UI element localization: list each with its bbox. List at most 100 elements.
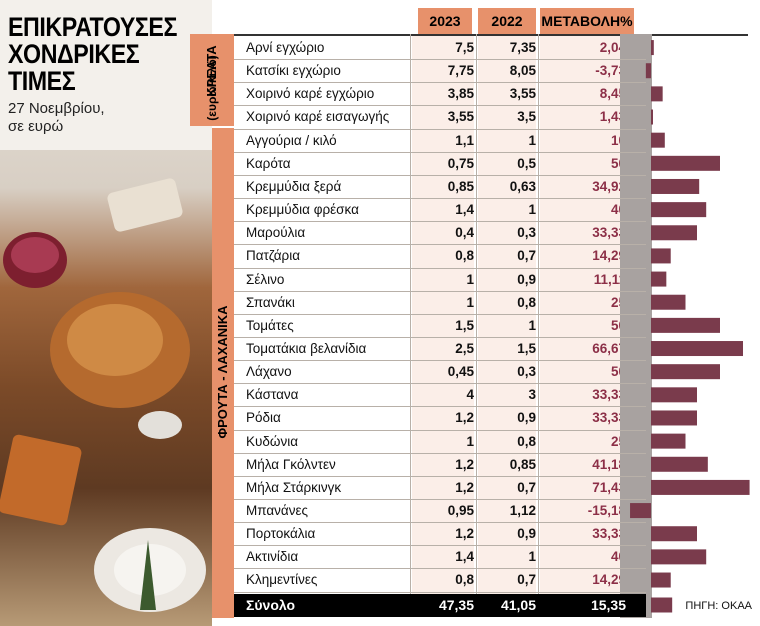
change-bar	[651, 549, 707, 565]
row-2022: 1	[528, 549, 536, 565]
row-name: Κάστανα	[246, 387, 299, 403]
row-divider	[234, 267, 646, 269]
row-2022: 1	[528, 317, 536, 333]
subtitle-line-1: 27 Νοεμβρίου,	[8, 100, 105, 117]
row-2022: 0,7	[517, 248, 536, 264]
row-2023: 4	[466, 387, 474, 403]
row-2022: 1	[528, 132, 536, 148]
row-change: 33,33	[592, 225, 626, 241]
row-divider	[234, 522, 646, 524]
row-name: Μπανάνες	[246, 503, 309, 518]
turkey-highlight	[67, 304, 163, 376]
row-2023: 0,8	[455, 248, 474, 264]
row-2023: 0,85	[447, 178, 474, 194]
change-bar	[651, 109, 653, 125]
row-name: Πορτοκάλια	[246, 526, 316, 542]
row-name: Σέλινο	[246, 271, 285, 287]
change-bar	[651, 225, 697, 241]
row-change: 33,33	[592, 410, 626, 426]
change-bar	[651, 526, 697, 542]
row-2023: 1	[466, 271, 474, 287]
title-line-3: ΤΙΜΕΣ	[8, 66, 76, 96]
row-2023: 1,2	[455, 456, 474, 472]
change-bar	[651, 387, 697, 403]
change-bar	[651, 317, 720, 333]
row-divider	[234, 568, 646, 570]
total-row: Σύνολο 47,35 41,05 15,35	[234, 594, 646, 617]
col-divider-3	[538, 34, 539, 594]
row-2023: 0,75	[447, 155, 474, 171]
row-name: Ρόδια	[246, 410, 281, 426]
row-2022: 0,8	[517, 294, 536, 310]
row-change: 71,43	[592, 479, 626, 495]
row-name: Καρότα	[246, 155, 291, 171]
table-row: Αρνί εγχώριο 7,5 7,35 2,04	[234, 36, 646, 59]
row-change: 8,45	[599, 86, 626, 102]
table-row: Κυδώνια 1 0,8 25	[234, 430, 646, 453]
row-name: Λάχανο	[246, 364, 292, 380]
row-divider	[234, 151, 646, 153]
carrot-dish	[0, 434, 82, 526]
row-change: 11,11	[593, 271, 626, 287]
produce-category-bar	[212, 128, 234, 618]
title-line-2: ΧΟΝΔΡΙΚΕΣ	[8, 39, 140, 69]
table-row: Σπανάκι 1 0,8 25	[234, 291, 646, 314]
header-2022: 2022	[478, 8, 536, 34]
row-divider	[234, 105, 646, 107]
change-bar	[651, 155, 720, 171]
beetroot-salad	[11, 237, 59, 273]
row-change: 33,33	[592, 387, 626, 403]
row-divider	[234, 174, 646, 176]
header-2023: 2023	[418, 8, 472, 34]
table-row: Πορτοκάλια 1,2 0,9 33,33	[234, 522, 646, 545]
row-2022: 0,3	[517, 364, 536, 380]
change-bar	[651, 132, 665, 148]
row-divider	[234, 198, 646, 200]
row-2022: 1,12	[509, 503, 536, 518]
meat-category-bar	[190, 34, 234, 126]
total-change-bar	[651, 597, 673, 613]
change-bar	[651, 364, 720, 380]
row-name: Κρεμμύδια φρέσκα	[246, 202, 359, 218]
source-note: ΠΗΓΗ: ΟΚΑΑ	[685, 600, 752, 612]
table-row: Μαρούλια 0,4 0,3 33,33	[234, 221, 646, 244]
row-divider	[234, 221, 646, 223]
row-divider	[234, 406, 646, 408]
row-2022: 0,9	[517, 410, 536, 426]
row-2022: 3,55	[509, 86, 536, 102]
row-divider	[234, 429, 646, 431]
change-bar	[651, 202, 707, 218]
row-2022: 0,7	[517, 479, 536, 495]
table-row: Τοματάκια βελανίδια 2,5 1,5 66,67	[234, 337, 646, 360]
change-bar	[651, 248, 671, 264]
change-bar	[651, 86, 663, 102]
row-divider	[234, 82, 646, 84]
row-2022: 0,9	[517, 271, 536, 287]
row-2023: 1,2	[455, 410, 474, 426]
row-2023: 1,2	[455, 526, 474, 542]
row-name: Κρεμμύδια ξερά	[246, 178, 342, 194]
row-2022: 3	[528, 387, 536, 403]
table-row: Πατζάρια 0,8 0,7 14,29	[234, 244, 646, 267]
row-name: Αγγούρια / κιλό	[246, 132, 337, 148]
row-name: Μαρούλια	[246, 225, 306, 241]
row-divider	[234, 290, 646, 292]
row-2022: 3,5	[517, 109, 536, 125]
row-2022: 0,9	[517, 526, 536, 542]
row-change: 66,67	[592, 340, 626, 356]
subtitle: 27 Νοεμβρίου, σε ευρώ	[8, 100, 198, 136]
table-row: Κλημεντίνες 0,8 0,7 14,29	[234, 568, 646, 591]
subtitle-line-2: σε ευρώ	[8, 118, 64, 135]
row-name: Πατζάρια	[246, 248, 301, 264]
change-bar	[651, 572, 671, 588]
row-2022: 0,3	[517, 225, 536, 241]
row-divider	[234, 59, 646, 61]
photo-background-top	[0, 0, 212, 150]
photo-illustration	[0, 0, 212, 612]
title-line-1: ΕΠΙΚΡΑΤΟΥΣΕΣ	[8, 12, 177, 42]
total-change: 15,35	[590, 597, 626, 613]
row-2023: 1,4	[455, 549, 474, 565]
bar-chart-axis-band	[620, 34, 652, 618]
change-bar	[630, 503, 651, 519]
row-name: Τοματάκια βελανίδια	[246, 340, 367, 356]
